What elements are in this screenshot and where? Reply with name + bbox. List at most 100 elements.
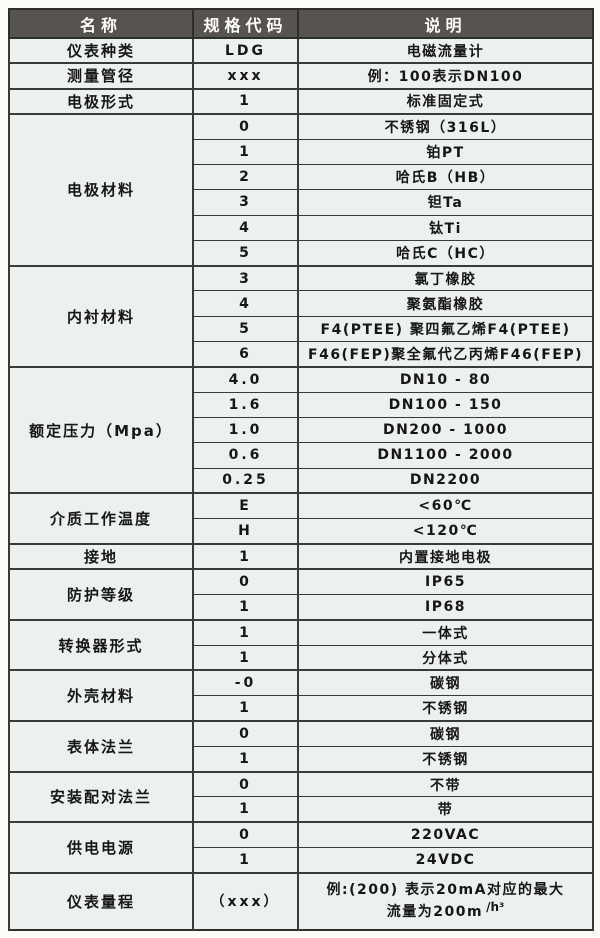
spec-desc-cell: 分体式 [297, 644, 594, 671]
spec-table-header: 名称 规格代码 说明 [8, 8, 594, 39]
spec-name-cell: 安装配对法兰 [8, 770, 194, 823]
spec-desc-cell: DN200 - 1000 [297, 416, 594, 444]
spec-desc-cell: IP68 [297, 594, 594, 621]
spec-code-cell: 1 [192, 87, 299, 115]
spec-desc-cell: 钽Ta [297, 189, 594, 216]
table-row: 4 钛Ti [9, 214, 594, 241]
spec-desc-cell: 不带 [297, 770, 594, 798]
table-row: 5 哈氏C（HC） [9, 239, 594, 267]
table-row: 仪表种类 LDG 电磁流量计 [8, 36, 594, 64]
table-row: 表体法兰 0 碳钢 [8, 720, 594, 773]
spec-name-cell: 测量管径 [8, 62, 194, 90]
spec-desc-cell: 例:(200) 表示20mA对应的最大流量为200m/h³ [297, 871, 594, 931]
table-row: 1 IP68 [9, 594, 594, 621]
spec-desc-cell: <120℃ [297, 518, 594, 545]
spec-name-cell: 额定压力（Mpa） [8, 365, 194, 494]
spec-name-cell: 电极形式 [8, 87, 194, 115]
spec-code-cell: 3 [192, 189, 299, 216]
table-row: 1 24VDC [9, 846, 594, 874]
desc-line-1: 例:(200) 表示20mA对应的最大 [326, 881, 565, 898]
spec-desc-cell: 不锈钢（316L） [297, 112, 594, 140]
column-header-name: 名称 [8, 8, 194, 39]
spec-code-cell: 1.6 [192, 391, 299, 418]
table-row: 外壳材料 -0 碳钢 [8, 669, 594, 722]
table-row: 4 聚氨酯橡胶 [9, 290, 594, 317]
spec-desc-cell: 哈氏B（HB） [297, 163, 594, 191]
spec-desc-cell: 氯丁橡胶 [297, 264, 594, 292]
table-row: 3 钽Ta [9, 189, 594, 216]
table-row: 接地 1 内置接地电极 [8, 542, 594, 570]
spec-code-cell: 2 [192, 163, 299, 191]
spec-desc-cell: F4(PTEE) 聚四氟乙烯F4(PTEE) [297, 315, 594, 343]
spec-desc-cell: 电磁流量计 [297, 36, 594, 64]
spec-desc-cell: 220VAC [297, 821, 594, 849]
spec-code-cell: 1 [192, 796, 299, 823]
spec-code-cell: 4 [192, 290, 299, 317]
table-row: 6 F46(FEP)聚全氟代乙丙烯F46(FEP) [9, 341, 594, 368]
spec-code-cell: 0 [192, 568, 299, 596]
spec-code-cell: 1 [192, 695, 299, 722]
desc-line-2: 流量为200m/h³ [386, 900, 505, 921]
table-row: 供电电源 0 220VAC [8, 821, 594, 874]
table-row: 0.6 DN1100 - 2000 [9, 442, 594, 469]
spec-desc-cell: 铂PT [297, 138, 594, 165]
table-row: H <120℃ [9, 518, 594, 545]
column-header-code: 规格代码 [192, 8, 299, 39]
spec-code-cell: 4 [192, 214, 299, 241]
table-row: 仪表量程 （xxx） 例:(200) 表示20mA对应的最大 流量为200m/h³ [8, 871, 594, 931]
header-row: 名称 规格代码 说明 [8, 8, 594, 39]
spec-desc-cell: DN100 - 150 [297, 391, 594, 418]
spec-name-cell: 电极材料 [8, 112, 194, 267]
spec-code-cell: 1.0 [192, 416, 299, 444]
spec-desc-cell: 例：100表示DN100 [297, 62, 594, 90]
spec-desc-cell: 哈氏C（HC） [297, 239, 594, 267]
spec-code-cell: 0.6 [192, 442, 299, 469]
spec-desc-cell: 一体式 [297, 618, 594, 646]
spec-table-body: 仪表种类 LDG 电磁流量计 测量管径 xxx 例：100表示DN100 电极形式 1 标准固定… [8, 36, 594, 931]
spec-desc-cell: F46(FEP)聚全氟代乙丙烯F46(FEP) [297, 341, 594, 368]
spec-desc-cell: DN10 - 80 [297, 365, 594, 393]
spec-name-cell: 外壳材料 [8, 669, 194, 722]
spec-code-cell: E [192, 492, 299, 520]
spec-name-cell: 内衬材料 [8, 264, 194, 368]
spec-desc-cell: 钛Ti [297, 214, 594, 241]
spec-table: 名称 规格代码 说明 仪表种类 LDG 电磁流量计 测量管径 xxx 例：100表示DN1… [8, 8, 594, 931]
table-row: 额定压力（Mpa） 4.0 DN10 - 80 [8, 365, 594, 494]
spec-name-cell: 防护等级 [8, 568, 194, 621]
spec-code-cell: 1 [192, 542, 299, 570]
spec-desc-cell: 聚氨酯橡胶 [297, 290, 594, 317]
spec-code-cell: xxx [192, 62, 299, 90]
spec-code-cell: 0 [192, 112, 299, 140]
table-row: 1 不锈钢 [9, 745, 594, 773]
spec-desc-cell: DN2200 [297, 467, 594, 494]
table-row: 安装配对法兰 0 不带 [8, 770, 594, 823]
table-row: 1 铂PT [9, 138, 594, 165]
spec-desc-cell: 不锈钢 [297, 695, 594, 722]
table-row: 1.0 DN200 - 1000 [9, 416, 594, 444]
table-row: 防护等级 0 IP65 [8, 568, 594, 621]
unit-superscript: /h³ [486, 900, 505, 915]
spec-code-cell: 5 [192, 315, 299, 343]
spec-code-cell: 0 [192, 720, 299, 747]
spec-desc-cell: 碳钢 [297, 669, 594, 697]
spec-code-cell: （xxx） [192, 871, 299, 931]
spec-name-cell: 仪表种类 [8, 36, 194, 64]
spec-code-cell: 0.25 [192, 467, 299, 494]
spec-code-cell: 1 [192, 138, 299, 165]
spec-code-cell: 4.0 [192, 365, 299, 393]
table-row: 1.6 DN100 - 150 [9, 391, 594, 418]
table-row: 5 F4(PTEE) 聚四氟乙烯F4(PTEE) [9, 315, 594, 343]
spec-code-cell: 1 [192, 745, 299, 773]
spec-desc-cell: 带 [297, 796, 594, 823]
spec-name-cell: 介质工作温度 [8, 492, 194, 545]
spec-name-cell: 接地 [8, 542, 194, 570]
spec-desc-cell: DN1100 - 2000 [297, 442, 594, 469]
table-row: 测量管径 xxx 例：100表示DN100 [8, 62, 594, 90]
spec-code-cell: 1 [192, 846, 299, 874]
table-row: 介质工作温度 E <60℃ [8, 492, 594, 545]
table-row: 转换器形式 1 一体式 [8, 618, 594, 671]
spec-desc-cell: 碳钢 [297, 720, 594, 747]
table-row: 内衬材料 3 氯丁橡胶 [8, 264, 594, 368]
spec-code-cell: 1 [192, 594, 299, 621]
